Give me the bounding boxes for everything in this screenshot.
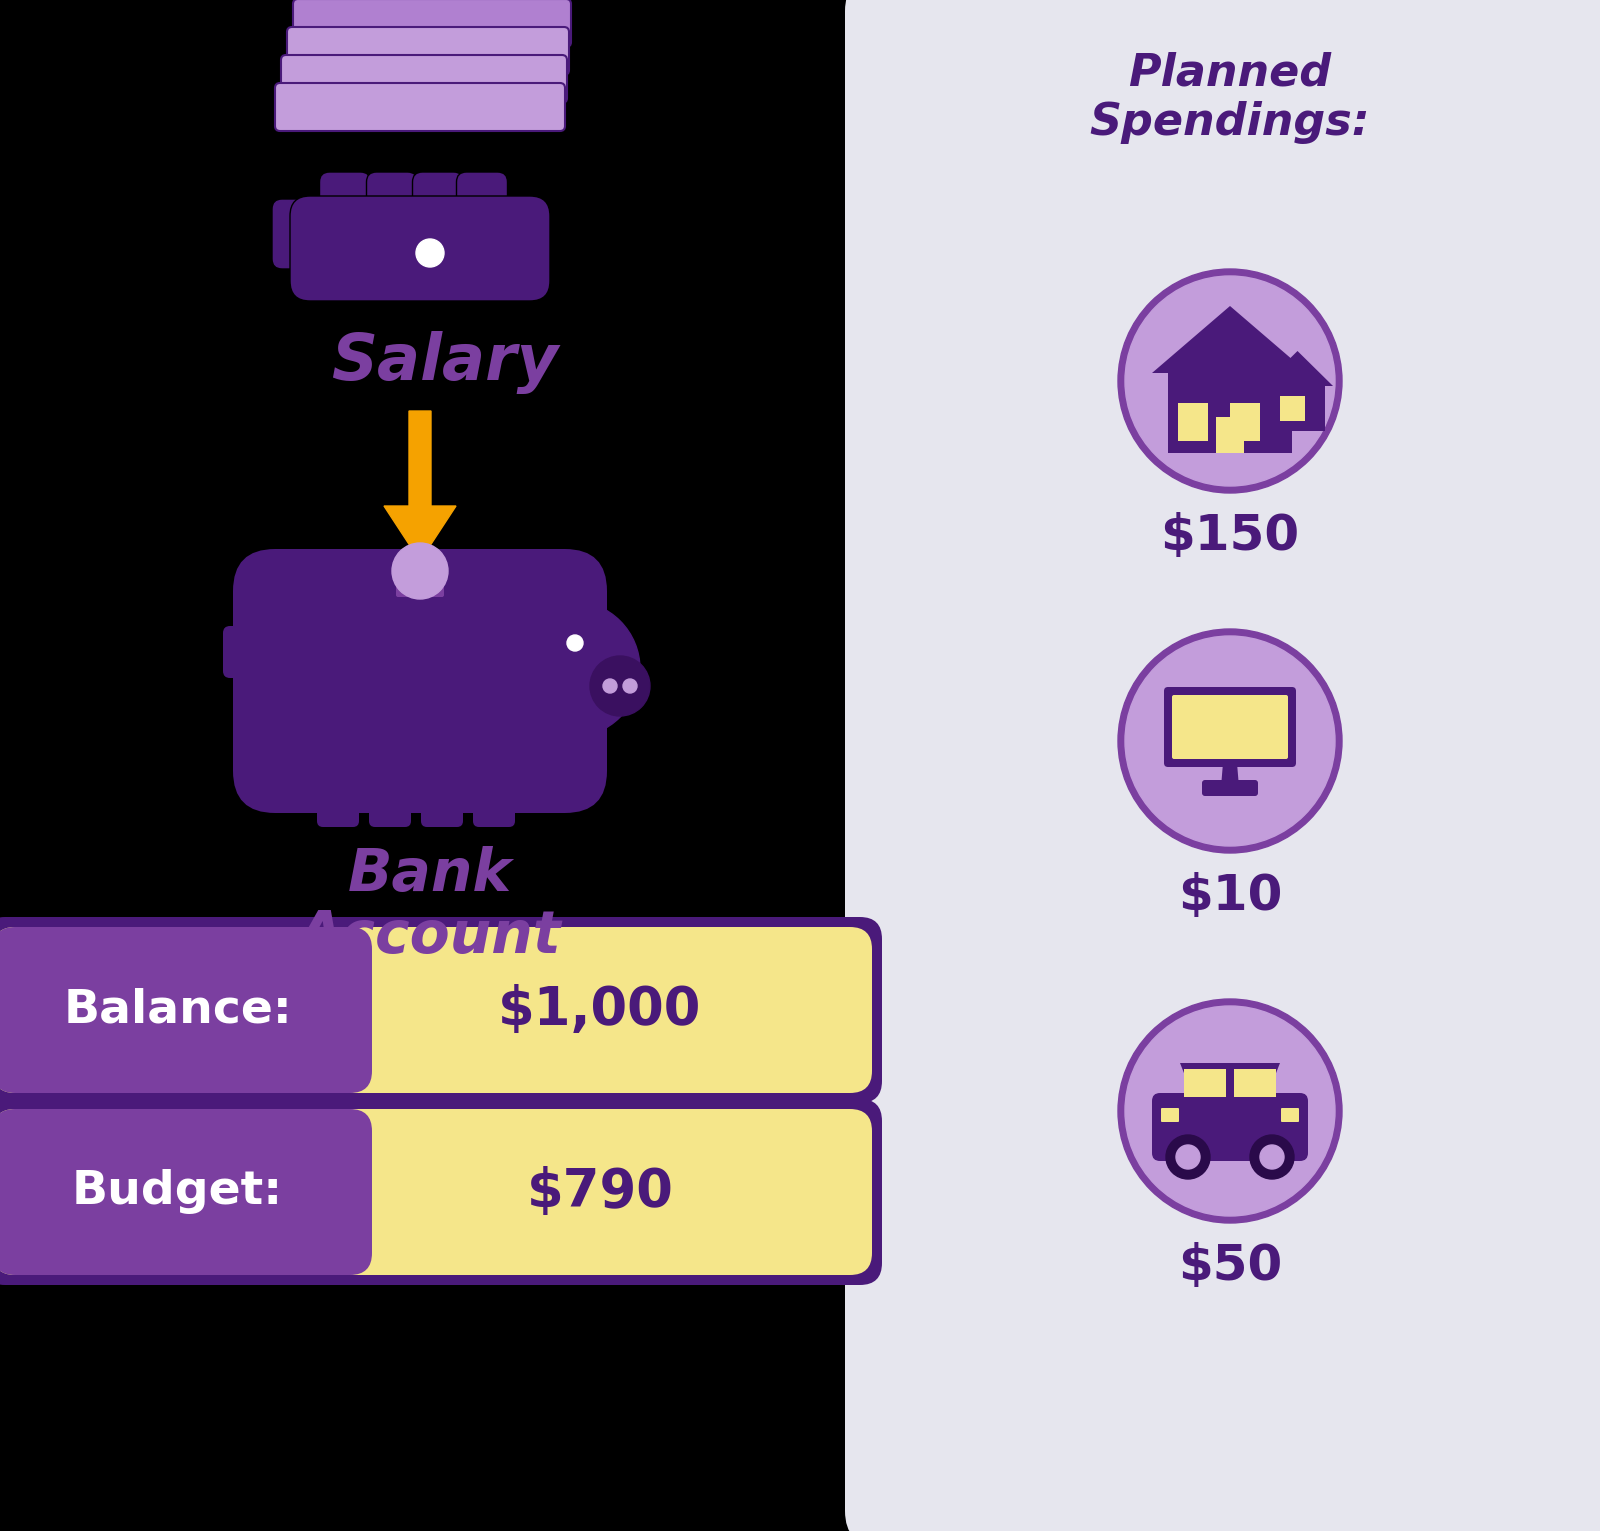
- Circle shape: [1118, 629, 1342, 853]
- Text: Salary: Salary: [331, 331, 558, 393]
- Polygon shape: [502, 563, 550, 606]
- FancyBboxPatch shape: [370, 759, 411, 827]
- Polygon shape: [1168, 374, 1293, 453]
- FancyBboxPatch shape: [366, 171, 418, 236]
- FancyBboxPatch shape: [474, 759, 515, 827]
- Circle shape: [1118, 269, 1342, 493]
- Circle shape: [1261, 1145, 1283, 1170]
- Circle shape: [392, 544, 448, 599]
- FancyBboxPatch shape: [1280, 397, 1306, 421]
- FancyBboxPatch shape: [1230, 403, 1261, 441]
- FancyBboxPatch shape: [1178, 403, 1208, 441]
- FancyBboxPatch shape: [234, 550, 606, 813]
- FancyBboxPatch shape: [421, 759, 462, 827]
- Circle shape: [1166, 1134, 1210, 1179]
- FancyBboxPatch shape: [1216, 416, 1245, 453]
- FancyBboxPatch shape: [0, 917, 882, 1102]
- FancyBboxPatch shape: [1152, 1093, 1309, 1160]
- FancyBboxPatch shape: [1162, 1108, 1179, 1122]
- Polygon shape: [1221, 762, 1238, 787]
- Circle shape: [1118, 1000, 1342, 1223]
- FancyBboxPatch shape: [1171, 695, 1288, 759]
- FancyBboxPatch shape: [1165, 687, 1296, 767]
- Text: $50: $50: [1178, 1242, 1282, 1291]
- Circle shape: [566, 635, 582, 651]
- Polygon shape: [1181, 1063, 1280, 1101]
- Text: $150: $150: [1160, 511, 1299, 560]
- Circle shape: [1125, 635, 1334, 847]
- FancyBboxPatch shape: [222, 626, 254, 678]
- Polygon shape: [1184, 1069, 1226, 1098]
- Polygon shape: [1262, 351, 1333, 386]
- FancyBboxPatch shape: [413, 171, 464, 236]
- Text: Balance:: Balance:: [62, 987, 291, 1032]
- Text: Bank
Account: Bank Account: [298, 847, 562, 965]
- FancyBboxPatch shape: [320, 171, 371, 236]
- Circle shape: [603, 680, 618, 694]
- FancyBboxPatch shape: [286, 28, 570, 75]
- FancyArrow shape: [384, 410, 456, 560]
- FancyBboxPatch shape: [317, 759, 358, 827]
- FancyBboxPatch shape: [0, 926, 371, 1093]
- Circle shape: [1176, 1145, 1200, 1170]
- Circle shape: [1125, 276, 1334, 485]
- FancyBboxPatch shape: [0, 1108, 371, 1275]
- Circle shape: [416, 239, 445, 266]
- FancyBboxPatch shape: [275, 83, 565, 132]
- Polygon shape: [1234, 1069, 1277, 1098]
- FancyBboxPatch shape: [0, 1099, 882, 1285]
- Text: $10: $10: [1178, 873, 1282, 920]
- FancyBboxPatch shape: [397, 583, 443, 597]
- FancyBboxPatch shape: [845, 0, 1600, 1531]
- Polygon shape: [1152, 306, 1309, 374]
- Circle shape: [1125, 1006, 1334, 1216]
- FancyBboxPatch shape: [1282, 1108, 1299, 1122]
- Circle shape: [622, 680, 637, 694]
- Text: $790: $790: [526, 1167, 674, 1219]
- FancyBboxPatch shape: [293, 0, 571, 47]
- Text: $1,000: $1,000: [498, 984, 702, 1036]
- Circle shape: [590, 655, 650, 717]
- Text: Planned
Spendings:: Planned Spendings:: [1090, 51, 1370, 144]
- FancyBboxPatch shape: [1202, 779, 1258, 796]
- FancyBboxPatch shape: [456, 171, 507, 236]
- Polygon shape: [1270, 386, 1325, 432]
- FancyBboxPatch shape: [0, 926, 872, 1093]
- Circle shape: [504, 602, 640, 736]
- FancyBboxPatch shape: [0, 1108, 872, 1275]
- FancyBboxPatch shape: [290, 196, 550, 302]
- Circle shape: [1250, 1134, 1294, 1179]
- FancyBboxPatch shape: [272, 199, 328, 269]
- Text: Budget:: Budget:: [72, 1170, 283, 1214]
- FancyBboxPatch shape: [282, 55, 566, 103]
